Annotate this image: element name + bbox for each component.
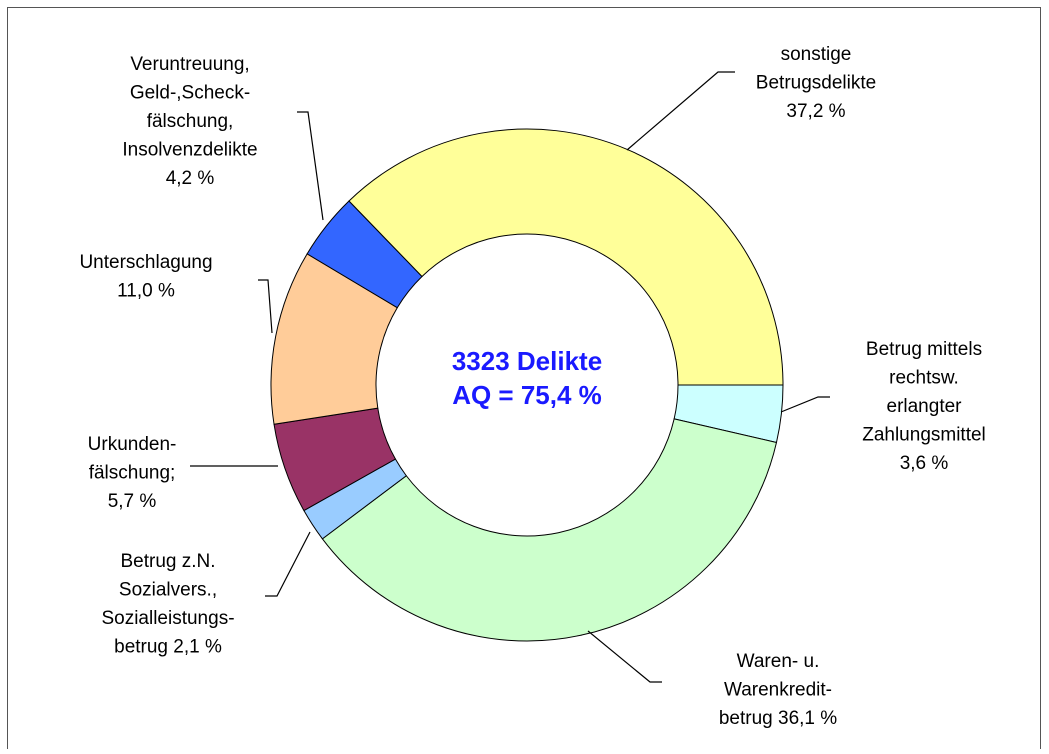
leader-line xyxy=(626,71,735,151)
label-line: Waren- u. xyxy=(737,651,820,672)
label-line: Unterschlagung xyxy=(79,252,212,273)
segment-label: Waren- u. Warenkredit-betrug 36,1 % xyxy=(719,651,837,729)
donut-segment xyxy=(321,418,778,642)
leader-line xyxy=(780,396,830,413)
leader-line xyxy=(258,279,273,334)
center-text: AQ = 75,4 % xyxy=(452,380,602,410)
label-line: sonstige xyxy=(781,44,852,65)
label-line: Insolvenzdelikte xyxy=(122,140,257,161)
label-line: fälschung; xyxy=(89,463,176,484)
leader-line xyxy=(265,531,311,597)
segment-label: Betrug mittels rechtsw. erlangter Zahlungsm… xyxy=(862,339,986,474)
leader-line xyxy=(297,111,324,221)
value-label: 5,7 % xyxy=(108,491,157,512)
segment-label: Veruntreuung, Geld-,Scheck-fälschung, Inso… xyxy=(122,54,257,189)
label-line: Sozialleistungs- xyxy=(101,608,234,629)
value-label: 37,2 % xyxy=(786,101,845,122)
label-line: betrug xyxy=(114,637,168,658)
label-line: Zahlungsmittel xyxy=(862,425,986,446)
segment-label: Unterschlagung 11,0 % xyxy=(79,252,212,302)
label-line: Geld-,Scheck- xyxy=(130,83,250,104)
label-line: Warenkredit- xyxy=(724,680,832,701)
label-line: Betrug mittels xyxy=(866,339,982,360)
segment-label: sonstige Betrugsdelikte 37,2 % xyxy=(756,44,876,122)
label-line: Veruntreuung, xyxy=(130,54,249,75)
label-line: fälschung, xyxy=(147,111,234,132)
label-line: Urkunden- xyxy=(88,434,177,455)
label-line: erlangter xyxy=(887,396,963,417)
label-line: rechtsw. xyxy=(889,368,959,389)
label-line: Betrugsdelikte xyxy=(756,73,876,94)
segment-label: Urkunden-fälschung; 5,7 % xyxy=(88,434,177,512)
value-label: 2,1 % xyxy=(168,637,222,658)
value-label: 11,0 % xyxy=(117,281,175,302)
value-label: 4,2 % xyxy=(166,168,215,189)
label-line: Sozialvers., xyxy=(119,580,217,601)
value-label: 3,6 % xyxy=(900,453,949,474)
label-line: betrug xyxy=(719,708,773,729)
label-line: Betrug z.N. xyxy=(120,551,215,572)
segment-label: Betrug z.N. Sozialvers., Sozialleistungs-b… xyxy=(101,551,234,658)
donut-segment xyxy=(348,128,784,386)
center-text: 3323 Delikte xyxy=(452,346,602,376)
value-label: 36,1 % xyxy=(773,708,838,729)
leader-line xyxy=(587,630,662,683)
